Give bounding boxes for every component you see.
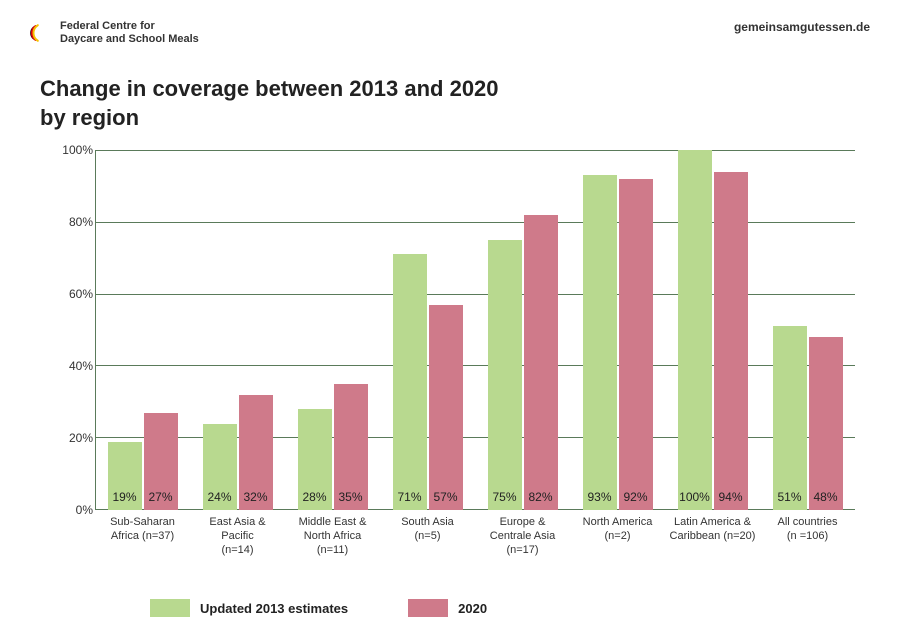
bar: 94%	[714, 172, 748, 510]
bar-value-label: 24%	[203, 490, 237, 504]
x-tick-label: Europe &Centrale Asia(n=17)	[475, 516, 570, 557]
bar-group: 19%27%	[95, 150, 190, 510]
bar: 57%	[429, 305, 463, 510]
x-tick-label: Latin America &Caribbean (n=20)	[665, 516, 760, 557]
x-tick-label: All countries(n =106)	[760, 516, 855, 557]
bar-value-label: 82%	[524, 490, 558, 504]
chart-title: Change in coverage between 2013 and 2020…	[40, 75, 499, 132]
bar-value-label: 71%	[393, 490, 427, 504]
bar-value-label: 92%	[619, 490, 653, 504]
legend-item: Updated 2013 estimates	[150, 599, 348, 617]
bar: 93%	[583, 175, 617, 510]
org-line2: Daycare and School Meals	[60, 33, 199, 46]
org-name: Federal Centre for Daycare and School Me…	[60, 20, 199, 46]
bar-value-label: 94%	[714, 490, 748, 504]
site-url: gemeinsamgutessen.de	[734, 20, 870, 34]
x-tick-label: Sub-SaharanAfrica (n=37)	[95, 516, 190, 557]
legend-label: Updated 2013 estimates	[200, 601, 348, 616]
y-tick-label: 100%	[55, 143, 93, 157]
x-tick-label: North America(n=2)	[570, 516, 665, 557]
y-tick-label: 80%	[55, 215, 93, 229]
legend-swatch	[408, 599, 448, 617]
legend: Updated 2013 estimates 2020	[150, 599, 487, 617]
bar-group: 71%57%	[380, 150, 475, 510]
logo-block: Federal Centre for Daycare and School Me…	[30, 20, 199, 46]
bar-group: 93%92%	[570, 150, 665, 510]
bar: 19%	[108, 442, 142, 510]
bar-group: 51%48%	[760, 150, 855, 510]
bar-group: 28%35%	[285, 150, 380, 510]
bar: 28%	[298, 409, 332, 510]
org-line1: Federal Centre for	[60, 20, 199, 33]
legend-label: 2020	[458, 601, 487, 616]
bar: 24%	[203, 424, 237, 510]
x-tick-label: East Asia & Pacific(n=14)	[190, 516, 285, 557]
bar-value-label: 93%	[583, 490, 617, 504]
chart: 19%27%24%32%28%35%71%57%75%82%93%92%100%…	[55, 150, 855, 510]
title-line1: Change in coverage between 2013 and 2020	[40, 75, 499, 104]
bar: 51%	[773, 326, 807, 510]
title-line2: by region	[40, 104, 499, 133]
legend-swatch	[150, 599, 190, 617]
bar-group: 24%32%	[190, 150, 285, 510]
bar-value-label: 57%	[429, 490, 463, 504]
bar: 32%	[239, 395, 273, 510]
bar-group: 75%82%	[475, 150, 570, 510]
bar: 75%	[488, 240, 522, 510]
bar: 100%	[678, 150, 712, 510]
y-tick-label: 60%	[55, 287, 93, 301]
y-tick-label: 40%	[55, 359, 93, 373]
bar: 35%	[334, 384, 368, 510]
bar: 48%	[809, 337, 843, 510]
bar-value-label: 51%	[773, 490, 807, 504]
x-tick-label: South Asia(n=5)	[380, 516, 475, 557]
y-tick-label: 20%	[55, 431, 93, 445]
bar: 92%	[619, 179, 653, 510]
bar-value-label: 100%	[678, 490, 712, 504]
header: Federal Centre for Daycare and School Me…	[30, 20, 870, 46]
bar: 82%	[524, 215, 558, 510]
bar-value-label: 27%	[144, 490, 178, 504]
y-tick-label: 0%	[55, 503, 93, 517]
bars-container: 19%27%24%32%28%35%71%57%75%82%93%92%100%…	[95, 150, 855, 510]
bar-value-label: 32%	[239, 490, 273, 504]
bar-value-label: 19%	[108, 490, 142, 504]
x-tick-label: Middle East &North Africa(n=11)	[285, 516, 380, 557]
logo-icon	[30, 22, 52, 44]
bar-value-label: 75%	[488, 490, 522, 504]
bar-value-label: 35%	[334, 490, 368, 504]
bar: 27%	[144, 413, 178, 510]
bar: 71%	[393, 254, 427, 510]
bar-value-label: 28%	[298, 490, 332, 504]
bar-group: 100%94%	[665, 150, 760, 510]
x-axis-labels: Sub-SaharanAfrica (n=37)East Asia & Paci…	[95, 516, 855, 557]
bar-value-label: 48%	[809, 490, 843, 504]
legend-item: 2020	[408, 599, 487, 617]
